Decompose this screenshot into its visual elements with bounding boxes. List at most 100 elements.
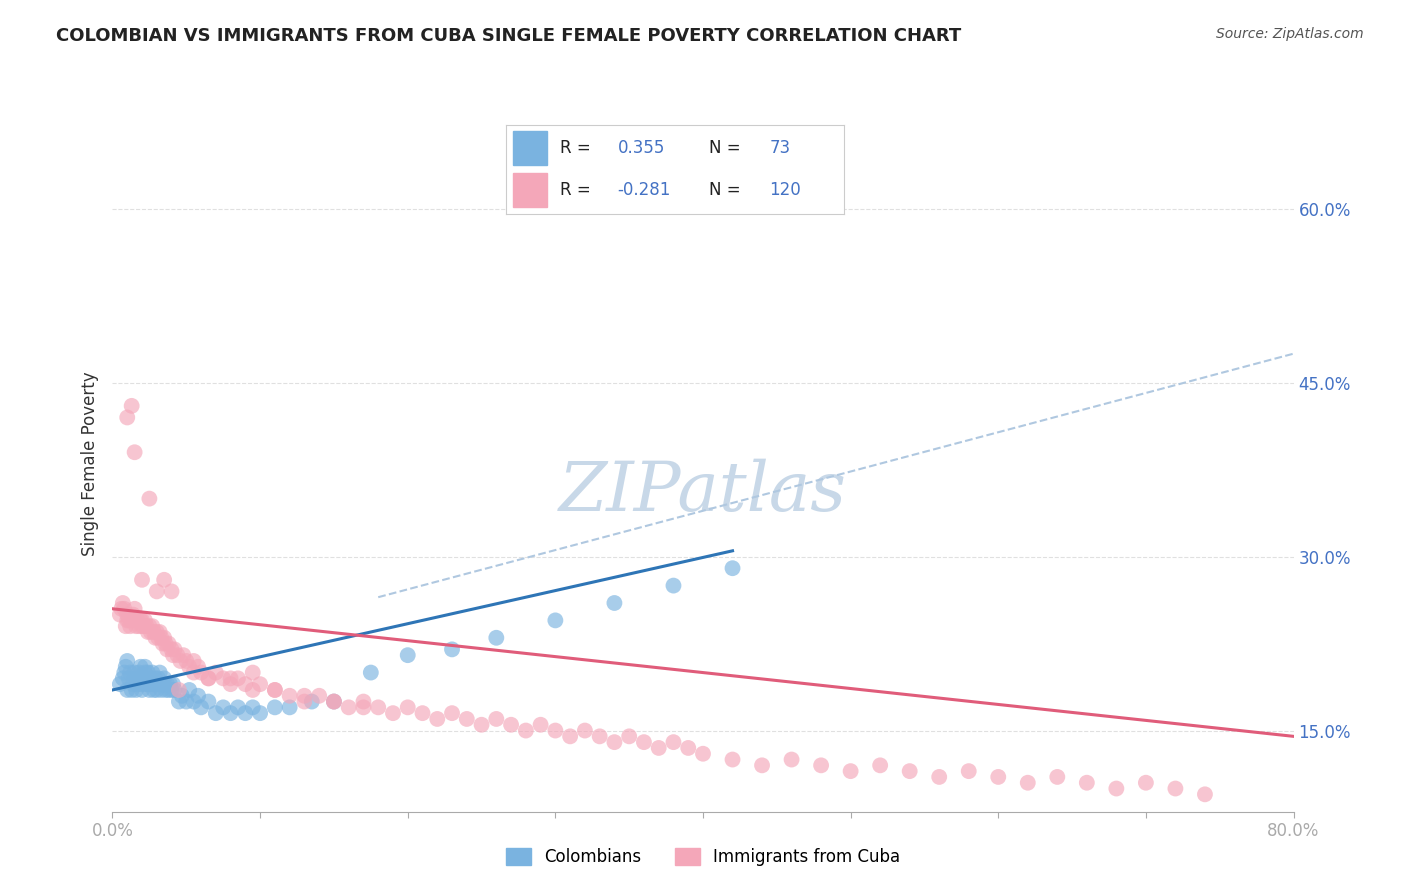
Point (129, 660, 152, 674)
Point (233, 677, 256, 691)
Point (122, 677, 145, 691)
Point (169, 654, 191, 668)
Point (135, 671, 157, 685)
Point (1105, 781, 1128, 796)
Point (839, 764, 862, 778)
Point (441, 706, 464, 721)
Point (396, 648, 419, 662)
Point (1194, 788, 1216, 802)
Point (127, 677, 149, 691)
Point (125, 683, 148, 698)
Point (152, 677, 174, 691)
Point (633, 735, 655, 749)
Point (721, 561, 744, 575)
Point (662, 735, 685, 749)
Point (121, 399, 143, 413)
Point (121, 614, 143, 628)
Point (360, 665, 382, 680)
Point (197, 671, 219, 685)
Point (928, 770, 950, 784)
Point (128, 619, 150, 633)
Point (367, 700, 389, 714)
Point (301, 694, 323, 708)
Point (205, 665, 228, 680)
Point (323, 694, 346, 708)
Point (226, 700, 249, 714)
Point (187, 660, 209, 674)
Point (810, 758, 832, 772)
Point (136, 624, 159, 639)
Point (441, 642, 464, 657)
Point (869, 758, 891, 772)
Point (1046, 770, 1069, 784)
Point (124, 602, 146, 616)
Point (120, 619, 142, 633)
Point (157, 637, 180, 651)
Point (153, 573, 176, 587)
Point (544, 614, 567, 628)
Point (148, 631, 170, 645)
Point (162, 648, 184, 662)
Point (117, 683, 138, 698)
Point (163, 642, 186, 657)
Point (141, 665, 163, 680)
Text: 120: 120 (769, 181, 801, 199)
Point (167, 694, 190, 708)
Point (264, 683, 287, 698)
Point (264, 683, 287, 698)
Point (117, 654, 138, 668)
Point (138, 683, 160, 698)
Point (149, 665, 172, 680)
Text: 73: 73 (769, 139, 790, 157)
Point (152, 637, 174, 651)
Point (117, 410, 138, 425)
Point (117, 607, 138, 622)
Point (141, 619, 163, 633)
Point (174, 694, 197, 708)
Point (219, 671, 242, 685)
Text: 0.355: 0.355 (617, 139, 665, 157)
Point (114, 619, 136, 633)
Point (124, 665, 146, 680)
Point (544, 723, 567, 738)
Point (780, 753, 803, 767)
Point (308, 689, 330, 703)
Point (574, 723, 596, 738)
Point (249, 706, 271, 721)
Point (183, 665, 205, 680)
Point (242, 700, 264, 714)
Point (132, 619, 155, 633)
Point (1135, 776, 1157, 790)
Point (112, 665, 135, 680)
Point (160, 584, 183, 599)
Point (411, 706, 433, 721)
Point (233, 706, 256, 721)
Point (352, 700, 374, 714)
Point (143, 671, 166, 685)
Point (135, 619, 157, 633)
Point (190, 700, 212, 714)
Y-axis label: Single Female Poverty: Single Female Poverty (80, 372, 98, 556)
Point (108, 607, 131, 622)
Point (155, 683, 177, 698)
Point (470, 717, 494, 731)
Point (131, 619, 153, 633)
Point (219, 706, 242, 721)
Point (197, 694, 219, 708)
Point (128, 671, 150, 685)
Text: N =: N = (709, 139, 740, 157)
Point (146, 624, 169, 639)
Point (662, 579, 685, 593)
Point (172, 648, 194, 662)
Point (118, 671, 141, 685)
Point (156, 677, 179, 691)
Point (179, 660, 201, 674)
Point (1164, 781, 1187, 796)
Point (143, 631, 166, 645)
Bar (513, 131, 547, 165)
Point (155, 637, 177, 651)
Point (292, 689, 315, 703)
Point (160, 642, 183, 657)
Point (153, 631, 176, 645)
Point (323, 694, 346, 708)
